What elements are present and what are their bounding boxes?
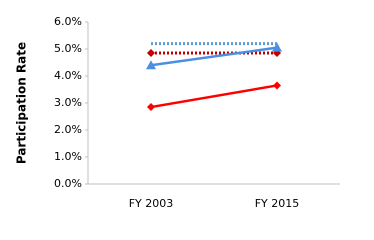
y-tick-label: 1.0% <box>54 150 82 163</box>
y-tick-label: 4.0% <box>54 69 82 82</box>
series-line <box>150 46 278 67</box>
page: {"chart_data": {"type": "line", "y_label… <box>14 15 340 210</box>
y-tick-label: 2.0% <box>54 123 82 136</box>
y-tick-label: 5.0% <box>54 42 82 55</box>
x-tick-label: FY 2015 <box>255 197 300 210</box>
y-tick-label: 6.0% <box>54 15 82 28</box>
y-tick-label: 3.0% <box>54 96 82 109</box>
marker <box>146 60 156 70</box>
marker <box>272 42 282 52</box>
marker <box>147 49 155 58</box>
series-line <box>150 84 278 109</box>
marker <box>273 81 281 90</box>
y-axis-title: Participation Rate <box>15 42 29 164</box>
x-tick-label: FY 2003 <box>129 197 174 210</box>
chart: Participation Rate 0.0% 1.0% 2.0% 3.0% 4.0% 5… <box>15 15 340 210</box>
marker <box>147 103 155 112</box>
y-tick-label: 0.0% <box>54 177 82 190</box>
